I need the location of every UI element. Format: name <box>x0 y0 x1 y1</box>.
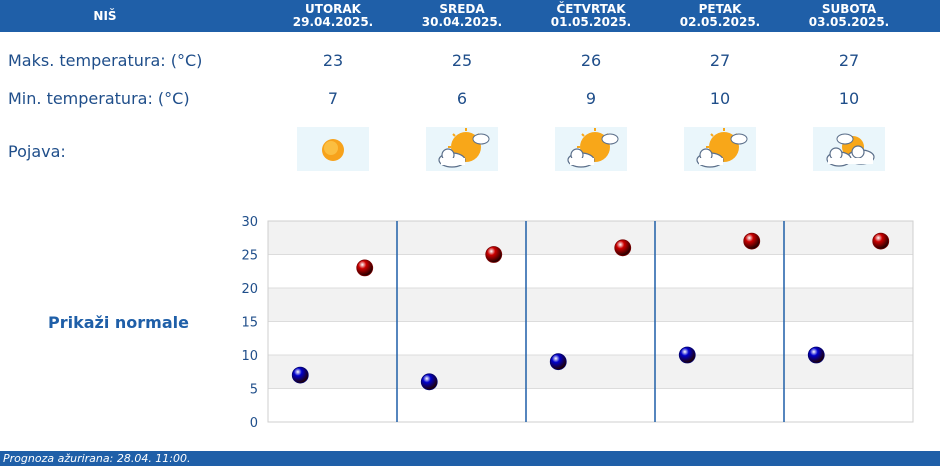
day-date: 01.05.2025. <box>550 15 632 29</box>
temperature-chart: 0 5 10 15 20 25 30 <box>241 215 914 431</box>
y-tick-label: 30 <box>241 215 258 230</box>
day-date: 29.04.2025. <box>292 15 374 29</box>
weather-icon-box-4 <box>684 127 756 171</box>
min-temp-point <box>549 353 567 371</box>
day-header-3: ČETVRTAK 01.05.2025. <box>541 3 641 35</box>
weather-icon-box-2 <box>426 127 498 171</box>
day-name: PETAK <box>698 2 742 16</box>
min-temp-label: Min. temperatura: (°C) <box>8 89 190 108</box>
max-temp-point <box>872 232 890 250</box>
min-temp-value: 7 <box>327 89 339 108</box>
y-tick-label: 15 <box>241 316 258 331</box>
day-header-5: SUBOTA 03.05.2025. <box>799 3 899 35</box>
day-header-2: SREDA 30.04.2025. <box>412 3 512 35</box>
grid-band <box>268 388 913 422</box>
max-temp-label: Maks. temperatura: (°C) <box>8 51 203 70</box>
grid-band <box>268 321 913 355</box>
cloud-sun-icon <box>826 133 875 167</box>
day-date: 30.04.2025. <box>421 15 503 29</box>
weather-icon-box-1 <box>297 127 369 171</box>
forecast-footer: Prognoza ažurirana: 28.04. 11:00. <box>0 451 940 466</box>
max-temp-value: 27 <box>838 51 860 70</box>
day-header-4: PETAK 02.05.2025. <box>670 3 770 35</box>
min-temp-point <box>291 366 309 384</box>
min-temp-value: 9 <box>585 89 597 108</box>
sun-cloud-icon <box>696 128 748 168</box>
min-temp-point <box>807 346 825 364</box>
forecast-header: NIŠ UTORAK 29.04.2025. SREDA 30.04.2025.… <box>0 0 940 32</box>
y-tick-label: 20 <box>241 282 258 297</box>
sun-cloud-icon <box>567 128 619 168</box>
max-temp-point <box>356 259 374 277</box>
city-name: NIŠ <box>93 9 117 23</box>
max-temp-value: 26 <box>580 51 602 70</box>
day-header-1: UTORAK 29.04.2025. <box>283 3 383 35</box>
max-temp-point <box>614 239 632 257</box>
y-tick-label: 10 <box>241 349 258 364</box>
day-name: ČETVRTAK <box>556 2 626 16</box>
grid-band <box>268 221 913 255</box>
min-temp-point <box>420 373 438 391</box>
min-temp-value: 10 <box>709 89 731 108</box>
weather-icon-box-5 <box>813 127 885 171</box>
grid-band <box>268 254 913 288</box>
sun-cloud-icon <box>438 128 490 168</box>
day-name: SREDA <box>439 2 485 16</box>
day-date: 02.05.2025. <box>679 15 761 29</box>
max-temp-value: 25 <box>451 51 473 70</box>
min-temp-value: 10 <box>838 89 860 108</box>
min-temp-point <box>678 346 696 364</box>
max-temp-value: 23 <box>322 51 344 70</box>
min-temp-value: 6 <box>456 89 468 108</box>
max-temp-value: 27 <box>709 51 731 70</box>
y-tick-label: 25 <box>241 249 258 264</box>
grid-band <box>268 288 913 322</box>
day-name: UTORAK <box>305 2 361 16</box>
phenomenon-label: Pojava: <box>8 142 66 161</box>
sun-icon <box>322 139 344 161</box>
show-normals-link[interactable]: Prikaži normale <box>48 313 189 332</box>
max-temp-point <box>743 232 761 250</box>
day-date: 03.05.2025. <box>808 15 890 29</box>
weather-icon-box-3 <box>555 127 627 171</box>
grid-band <box>268 355 913 389</box>
max-temp-point <box>485 246 503 263</box>
updated-text: Prognoza ažurirana: 28.04. 11:00. <box>3 452 191 465</box>
y-tick-label: 0 <box>250 416 258 431</box>
day-name: SUBOTA <box>821 2 877 16</box>
plot-frame <box>267 220 914 423</box>
y-tick-label: 5 <box>250 383 258 398</box>
